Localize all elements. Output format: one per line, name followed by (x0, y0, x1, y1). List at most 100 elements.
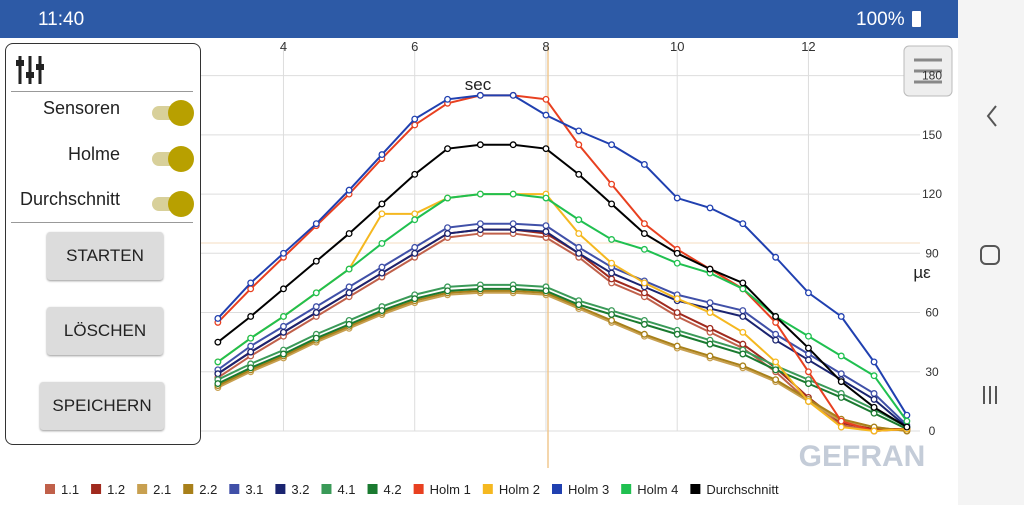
point (837, 352, 845, 360)
toggle-label: Sensoren (42, 98, 120, 118)
watermark: GEFRAN (799, 440, 926, 473)
point (608, 236, 616, 243)
point (706, 204, 714, 212)
line (217, 287, 908, 430)
point (837, 393, 845, 401)
legend-label: Durchschnitt (706, 482, 779, 497)
point (640, 220, 648, 228)
point (804, 350, 812, 358)
point (509, 91, 517, 99)
divider (11, 222, 193, 223)
point (378, 210, 386, 218)
point (444, 224, 451, 232)
point (214, 380, 222, 388)
point (640, 230, 648, 238)
point (312, 303, 320, 311)
legend-label: 2.1 (153, 482, 171, 497)
series (214, 91, 911, 419)
point (542, 287, 550, 295)
point (476, 190, 484, 198)
point (411, 121, 419, 129)
point (870, 403, 878, 411)
toggle-label: Holme (67, 144, 120, 164)
point (411, 243, 419, 251)
point (837, 417, 845, 425)
point (280, 313, 287, 320)
point (280, 285, 287, 293)
point (608, 316, 616, 324)
point (247, 348, 255, 356)
legend-swatch (91, 484, 102, 494)
point (575, 249, 583, 257)
point (739, 328, 747, 336)
toggle-switch[interactable] (152, 191, 194, 217)
legend-label: Holm 2 (499, 482, 540, 497)
point (345, 265, 353, 273)
clear-button[interactable]: LÖSCHEN (47, 307, 163, 355)
point (444, 194, 451, 202)
legend-label: 1.1 (61, 482, 79, 497)
start-button[interactable]: STARTEN (47, 232, 163, 280)
point (312, 220, 320, 228)
toggle-switch[interactable] (152, 146, 194, 172)
line (217, 228, 908, 428)
nav-icons (980, 105, 1000, 404)
point (575, 230, 583, 238)
point (739, 350, 747, 358)
point (837, 370, 845, 378)
point (772, 318, 780, 326)
point (772, 358, 780, 366)
legend-swatch (482, 484, 493, 494)
legend-label: 2.2 (199, 482, 217, 497)
y-tick-label: 30 (925, 365, 939, 379)
point (345, 230, 353, 238)
point (706, 352, 714, 360)
point (542, 111, 550, 119)
point (509, 285, 517, 293)
point (476, 91, 484, 99)
point (870, 427, 878, 435)
time: 11:40 (38, 9, 85, 30)
point (673, 249, 681, 257)
point (345, 186, 353, 194)
point (673, 259, 681, 267)
point (476, 141, 484, 149)
point (739, 313, 747, 320)
point (772, 313, 780, 320)
toggle-switch[interactable] (152, 100, 194, 126)
point (804, 397, 812, 405)
point (214, 358, 222, 366)
nav-bar (958, 0, 1024, 505)
point (903, 417, 911, 425)
point (673, 295, 681, 303)
home-button[interactable] (980, 245, 1000, 265)
point (509, 190, 517, 198)
point (575, 301, 583, 309)
back-button[interactable] (986, 105, 997, 127)
point (542, 222, 550, 230)
point (542, 145, 550, 153)
save-button[interactable]: SPEICHERN (40, 382, 164, 430)
series (214, 141, 911, 431)
legend-swatch (321, 484, 332, 494)
legend-label: 3.2 (291, 482, 309, 497)
legend-swatch (229, 484, 240, 494)
point (837, 313, 845, 320)
settings-icon[interactable] (14, 50, 54, 90)
point (804, 344, 812, 352)
point (345, 320, 353, 328)
legend-label: Holm 1 (430, 482, 471, 497)
legend-label: 4.1 (337, 482, 355, 497)
point (640, 245, 648, 253)
legend-swatch (137, 484, 148, 494)
recents-button[interactable] (983, 386, 997, 404)
legend-label: 4.2 (384, 482, 402, 497)
y-tick-label: 0 (929, 424, 936, 438)
legend-label: 3.1 (245, 482, 263, 497)
y-axis-label: µε (913, 263, 931, 282)
point (476, 285, 484, 293)
battery-icon (912, 11, 921, 27)
point (247, 279, 255, 287)
point (345, 289, 353, 297)
point (804, 356, 812, 364)
